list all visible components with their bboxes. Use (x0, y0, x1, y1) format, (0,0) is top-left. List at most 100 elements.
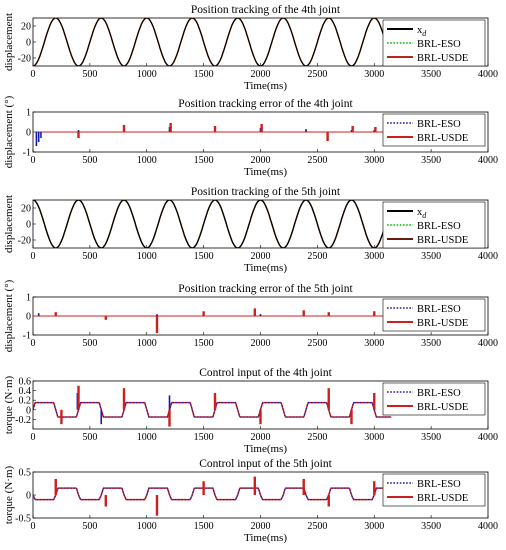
x-tick-label: 2000 (251, 155, 271, 166)
y-tick-label: 0 (26, 491, 31, 502)
chart-panel-5: Control input of the 4th joint 0 500 1000 15… (3, 367, 498, 455)
legend-label: BRL-ESO (417, 479, 461, 490)
y-axis-label: displacement (3, 195, 15, 253)
y-axis-label: displacement (°) (3, 279, 15, 352)
legend-label: BRL-USDE (417, 493, 468, 504)
x-tick-label: 2500 (307, 432, 327, 443)
y-tick-label: -1 (23, 148, 31, 159)
series-line-brl-eso (33, 487, 392, 501)
y-tick-label: 0 (26, 405, 31, 416)
chart-title: Position tracking of the 4th joint (191, 4, 341, 16)
chart-panel-2: Position tracking error of the 4th joint… (3, 95, 498, 178)
y-tick-label: 0.4 (19, 386, 32, 397)
legend-label: BRL-ESO (417, 39, 461, 50)
x-tick-label: 1000 (137, 521, 157, 532)
x-tick-label: 1500 (194, 521, 214, 532)
y-tick-label: -1 (23, 331, 31, 342)
x-axis-label: Time(ms) (244, 262, 287, 274)
y-axis-label: torque (N·m) (3, 465, 15, 524)
x-tick-label: 500 (82, 69, 97, 80)
x-tick-label: 1500 (194, 432, 214, 443)
x-tick-label: 0 (31, 155, 36, 166)
legend-label: BRL-USDE (417, 402, 468, 413)
y-tick-label: 0 (26, 312, 31, 323)
legend-label: BRL-ESO (417, 221, 461, 232)
x-tick-label: 3000 (364, 521, 384, 532)
x-tick-label: 1500 (194, 155, 214, 166)
x-tick-label: 500 (82, 432, 97, 443)
y-tick-label: 0 (26, 128, 31, 139)
x-tick-label: 3500 (421, 521, 441, 532)
legend-label: BRL-USDE (417, 235, 468, 246)
series-line-x (33, 200, 387, 248)
y-tick-label: 0.6 (19, 377, 32, 388)
y-tick-label: 20 (21, 204, 31, 215)
legend-label: xd (417, 25, 427, 38)
y-tick-label: -0.5 (15, 514, 31, 525)
x-tick-label: 1000 (137, 338, 157, 349)
x-tick-label: 3500 (421, 251, 441, 262)
x-tick-label: 1500 (194, 69, 214, 80)
legend-label: BRL-ESO (417, 119, 461, 130)
x-tick-label: 2000 (251, 251, 271, 262)
legend: BRL-ESO BRL-USDE (382, 473, 486, 507)
chart-panel-6: Control input of the 5th joint 0 500 1000 15… (3, 458, 498, 544)
x-tick-label: 4000 (478, 251, 498, 262)
data-layer (33, 308, 386, 334)
legend-label: BRL-ESO (417, 304, 461, 315)
chart-panel-1: Position tracking of the 4th joint 0 500 10… (3, 4, 498, 92)
x-tick-label: 2000 (251, 432, 271, 443)
legend-label: BRL-USDE (417, 133, 468, 144)
series-line-brl-usde (33, 401, 392, 418)
chart-title: Position tracking error of the 4th joint (178, 98, 353, 110)
x-tick-label: 3000 (364, 69, 384, 80)
x-tick-label: 3000 (364, 338, 384, 349)
x-axis-label: Time(ms) (244, 443, 287, 455)
x-tick-label: 3000 (364, 251, 384, 262)
legend: BRL-ESO BRL-USDE (382, 113, 486, 147)
legend-label: xd (417, 207, 427, 220)
y-tick-label: -20 (18, 54, 31, 65)
x-tick-label: 4000 (478, 432, 498, 443)
y-tick-label: -0.2 (15, 415, 31, 426)
y-tick-label: 0 (26, 38, 31, 49)
x-tick-label: 4000 (478, 155, 498, 166)
chart-panel-3: Position tracking of the 5th joint 0 500 10… (3, 186, 498, 274)
data-layer (33, 385, 392, 427)
x-tick-label: 0 (31, 69, 36, 80)
x-tick-label: 0 (31, 338, 36, 349)
chart-panel-4: Position tracking error of the 5th joint… (3, 279, 498, 352)
x-tick-label: 4000 (478, 521, 498, 532)
x-tick-label: 0 (31, 521, 36, 532)
x-tick-label: 3000 (364, 155, 384, 166)
chart-title: Position tracking error of the 5th joint (178, 283, 353, 295)
y-axis-label: displacement (°) (3, 95, 15, 168)
x-tick-label: 3500 (421, 338, 441, 349)
data-layer (33, 476, 392, 516)
x-tick-label: 2500 (307, 69, 327, 80)
x-tick-label: 4000 (478, 338, 498, 349)
x-tick-label: 1000 (137, 432, 157, 443)
chart-title: Control input of the 4th joint (199, 367, 332, 379)
x-tick-label: 3000 (364, 432, 384, 443)
x-tick-label: 0 (31, 432, 36, 443)
legend-box (382, 382, 486, 416)
x-tick-label: 1000 (137, 251, 157, 262)
data-layer (33, 18, 387, 66)
x-tick-label: 2000 (251, 338, 271, 349)
x-tick-label: 3500 (421, 432, 441, 443)
x-tick-label: 500 (82, 521, 97, 532)
x-tick-label: 2000 (251, 521, 271, 532)
legend: BRL-ESO BRL-USDE (382, 298, 486, 332)
x-tick-label: 2500 (307, 251, 327, 262)
legend-box (382, 113, 486, 147)
x-tick-label: 2000 (251, 69, 271, 80)
legend-label: BRL-ESO (417, 388, 461, 399)
chart-title: Position tracking of the 5th joint (191, 186, 341, 198)
y-tick-label: 20 (21, 22, 31, 33)
legend-label: BRL-USDE (417, 53, 468, 64)
x-tick-label: 3500 (421, 155, 441, 166)
